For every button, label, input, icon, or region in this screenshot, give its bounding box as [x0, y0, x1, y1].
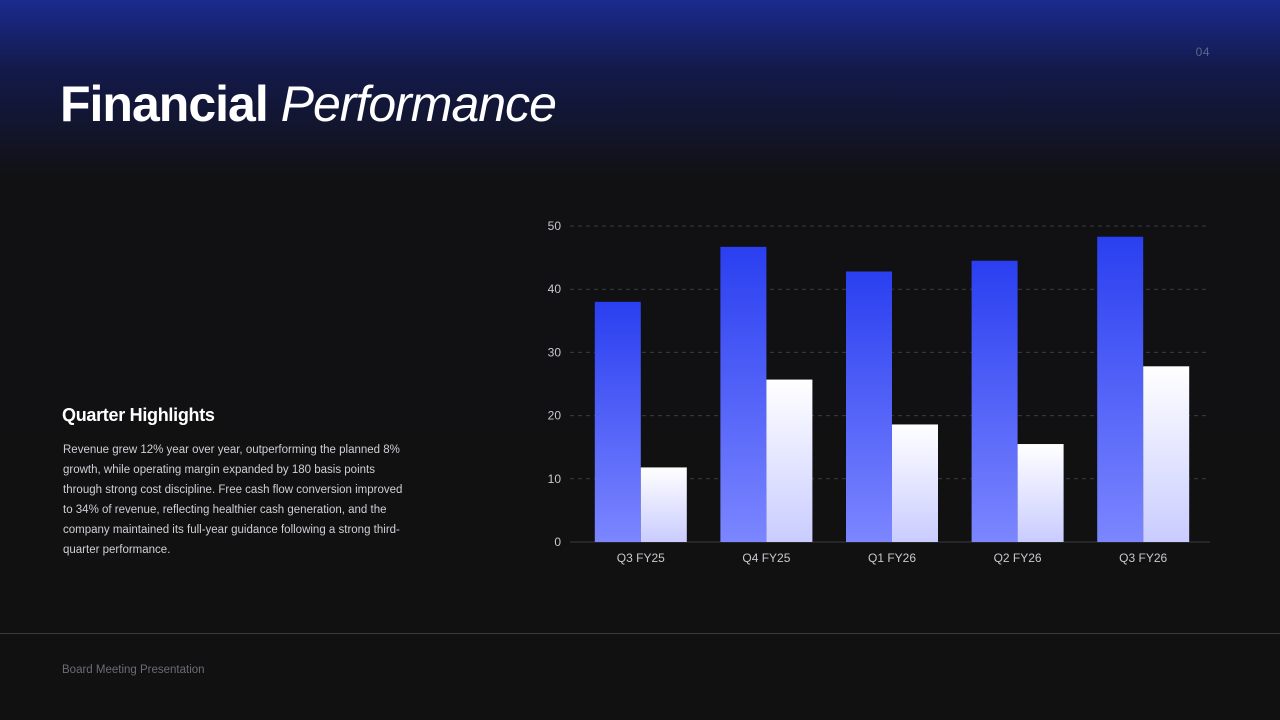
bar-series-1	[1097, 236, 1144, 542]
axis-labels: 0 10 20 30 40 50 Q3 FY25 Q4 FY25 Q1 FY26 Q2 FY26 Q…	[548, 219, 1168, 565]
x-tick-label: Q4 FY25	[742, 551, 790, 565]
y-tick-label: 30	[548, 345, 562, 359]
x-tick-label: Q2 FY26	[994, 551, 1042, 565]
y-tick-label: 10	[548, 472, 562, 486]
highlights-heading: Quarter Highlights	[62, 405, 215, 425]
title-bold: Financial	[60, 76, 269, 132]
bar-series-1	[720, 246, 767, 542]
bar-series-2	[640, 467, 687, 542]
bar-chart: 0 10 20 30 40 50 Q3 FY25 Q4 FY25 Q1 FY26 Q2 FY26 Q…	[548, 219, 1210, 565]
x-tick-label: Q3 FY25	[617, 551, 665, 565]
y-tick-label: 40	[548, 282, 562, 296]
x-tick-label: Q3 FY26	[1119, 551, 1167, 565]
footer-text: Board Meeting Presentation	[62, 664, 205, 676]
bar-series-2	[1143, 366, 1190, 542]
slide-title: Financial Performance	[60, 72, 557, 136]
bar-series-1	[594, 301, 641, 542]
bar-series-2	[1017, 444, 1064, 542]
y-tick-label: 50	[548, 219, 562, 233]
bar-series-1	[846, 271, 892, 542]
y-tick-label: 20	[548, 409, 562, 423]
x-tick-label: Q1 FY26	[868, 551, 916, 565]
bars	[594, 236, 1190, 542]
title-italic: Performance	[280, 76, 557, 132]
bar-series-2	[892, 424, 938, 542]
footer-divider	[0, 633, 1280, 634]
bar-series-1	[971, 260, 1018, 542]
y-tick-label: 0	[554, 535, 561, 549]
highlights-body: Revenue grew 12% year over year, outperf…	[63, 444, 403, 556]
page-number: 04	[1195, 45, 1210, 59]
bar-series-2	[766, 379, 813, 542]
